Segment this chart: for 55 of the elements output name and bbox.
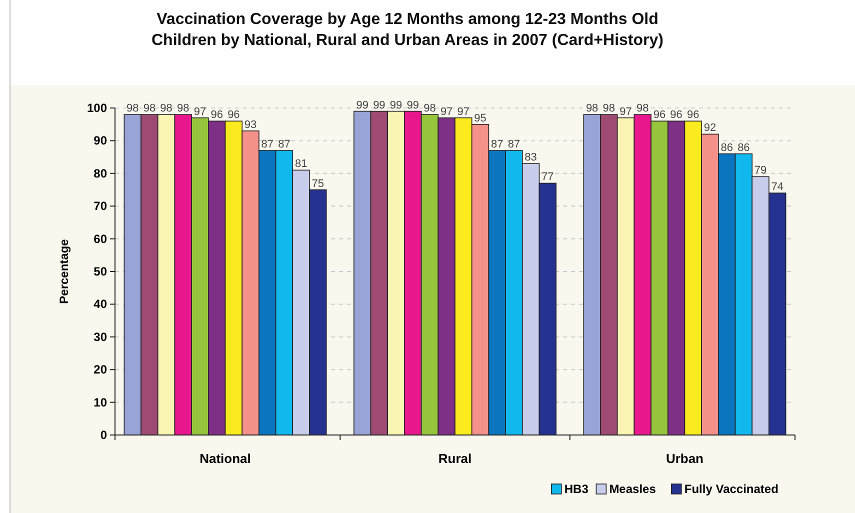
data-label: 77 bbox=[542, 171, 554, 184]
y-tick-label: 80 bbox=[94, 166, 108, 180]
data-label: 98 bbox=[177, 102, 190, 115]
data-label: 99 bbox=[356, 99, 368, 112]
data-label: 96 bbox=[687, 109, 700, 122]
data-label: 75 bbox=[312, 178, 324, 190]
y-axis-title: Percentage bbox=[57, 238, 71, 304]
legend-label: HB3 bbox=[564, 482, 589, 496]
data-label: 86 bbox=[738, 142, 750, 154]
data-label: 99 bbox=[373, 99, 386, 112]
x-tick-label: National bbox=[200, 451, 251, 466]
y-tick-label: 90 bbox=[94, 134, 108, 148]
data-label: 96 bbox=[653, 109, 666, 122]
data-label: 96 bbox=[210, 109, 223, 122]
data-label: 97 bbox=[194, 106, 206, 118]
x-tick-label: Urban bbox=[666, 451, 704, 466]
data-label: 96 bbox=[228, 109, 240, 122]
y-tick-label: 70 bbox=[94, 199, 108, 214]
data-label: 98 bbox=[586, 102, 598, 115]
data-label: 99 bbox=[406, 99, 420, 112]
data-label: 98 bbox=[160, 102, 172, 115]
data-label: 87 bbox=[490, 138, 504, 151]
data-label: 98 bbox=[424, 102, 436, 115]
data-label: 87 bbox=[508, 138, 520, 151]
y-tick-label: 0 bbox=[100, 428, 108, 442]
data-label: 79 bbox=[754, 164, 767, 177]
data-label: 92 bbox=[704, 122, 716, 134]
data-label: 86 bbox=[720, 142, 733, 154]
data-label: 98 bbox=[602, 102, 616, 115]
y-tick-label: 50 bbox=[94, 264, 108, 278]
data-label: 97 bbox=[440, 106, 453, 118]
data-label: 87 bbox=[261, 138, 274, 151]
y-tick-label: 30 bbox=[94, 330, 108, 344]
x-tick-label: Rural bbox=[438, 451, 472, 466]
data-label: 95 bbox=[474, 112, 486, 124]
legend-label: Measles bbox=[609, 482, 656, 496]
y-tick-label: 20 bbox=[94, 362, 108, 377]
legend-label: Fully Vaccinated bbox=[684, 482, 778, 496]
y-tick-label: 40 bbox=[94, 297, 108, 312]
y-tick-label: 60 bbox=[94, 232, 108, 246]
data-label: 93 bbox=[244, 118, 257, 131]
data-label: 96 bbox=[670, 109, 682, 122]
chart-title: Vaccination Coverage by Age 12 Months among 12-23 Months Old Children by National, Rural and Urban Areas in 2007 (Card+History) bbox=[152, 11, 664, 49]
data-label: 87 bbox=[278, 138, 290, 151]
data-label: 74 bbox=[771, 181, 784, 194]
data-label: 83 bbox=[524, 152, 537, 164]
data-label: 98 bbox=[636, 102, 649, 115]
data-label: 81 bbox=[294, 158, 308, 170]
data-label: 98 bbox=[126, 102, 139, 115]
y-tick-label: 100 bbox=[86, 101, 108, 115]
data-label: 97 bbox=[457, 106, 470, 118]
data-label: 98 bbox=[143, 102, 156, 115]
data-label: 99 bbox=[390, 99, 402, 112]
y-tick-label: 10 bbox=[94, 395, 108, 410]
data-label: 97 bbox=[620, 106, 632, 118]
